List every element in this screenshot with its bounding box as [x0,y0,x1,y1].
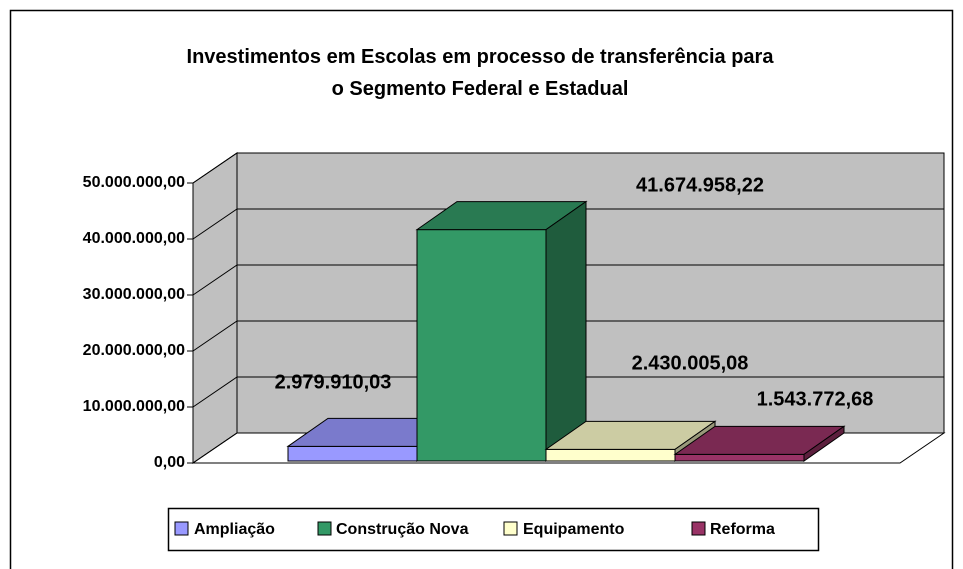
data-label: 1.543.772,68 [757,388,874,410]
y-tick-label: 20.000.000,00 [83,342,185,359]
bar-front [674,453,805,462]
grid-line [192,264,944,296]
bar [673,425,846,462]
legend-label: Reforma [710,521,775,538]
bar-front [416,229,547,462]
bar-side [545,200,587,462]
legend-swatch [503,521,518,536]
y-tick-label: 40.000.000,00 [83,230,185,247]
grid-line [192,320,944,352]
chart-title-text: Investimentos em Escolas em processo de … [187,46,775,100]
side-wall [192,152,238,464]
grid-line [192,208,944,240]
legend-label: Construção Nova [336,521,469,538]
bar-front [287,445,418,462]
grid-line [192,152,944,184]
legend-swatch [174,521,189,536]
y-tick-label: 30.000.000,00 [83,286,185,303]
y-tick-label: 0,00 [154,454,185,471]
bar-front [545,448,676,462]
legend-box [167,507,820,552]
bar [415,200,588,462]
bar-side [803,425,845,462]
legend-label: Equipamento [523,521,625,538]
legend-swatch [317,521,332,536]
data-label: 2.430.005,08 [632,352,749,374]
legend-label: Ampliação [194,521,275,538]
y-tick-label: 10.000.000,00 [83,398,185,415]
chart-title: Investimentos em Escolas em processo de … [187,46,775,100]
grid-line [192,376,944,408]
legend-swatch [691,521,706,536]
y-tick-label: 50.000.000,00 [83,174,185,191]
data-label: 41.674.958,22 [636,174,764,196]
data-label: 2.979.910,03 [275,371,392,393]
